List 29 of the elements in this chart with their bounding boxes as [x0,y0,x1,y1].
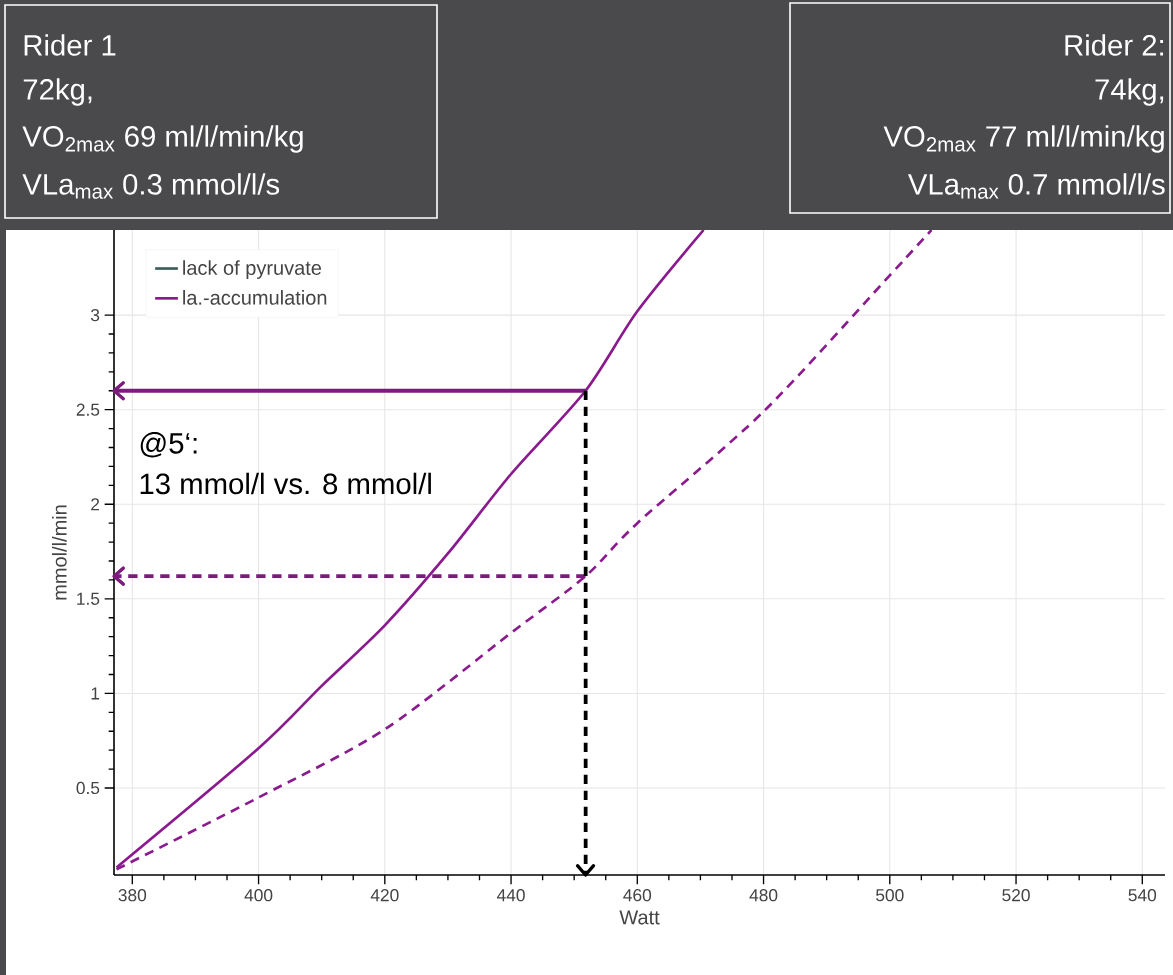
x-tick-label: 460 [623,889,652,902]
x-tick-label: 400 [244,889,273,902]
annotation: 13 mmol/l vs. 8 mmol/l [140,472,431,495]
x-tick-label: 500 [876,889,904,902]
y-tick-label: 2.5 [76,403,100,416]
y-tick-label: 1 [91,687,100,700]
text: 74kg, [1095,78,1164,106]
x-tick-label: 520 [1002,889,1030,902]
y-tick-label: 0.5 [76,781,100,795]
text: VLa$_{max}$ 0.7 mmol/l/s [907,173,1165,199]
x-tick-label: 480 [749,889,778,902]
x-tick-label: 540 [1128,889,1157,902]
text: Rider 2: [1065,34,1164,56]
x-tick-label: 420 [370,889,399,902]
legend-label: la.-accumulation [183,290,327,305]
x-tick-label: 440 [496,889,525,902]
y-tick-label: 3 [90,308,100,322]
text: 72kg, [23,78,92,106]
y-tick-label: 1.5 [77,592,100,605]
text: VO$_{2max}$ 69 ml/l/min/kg [22,125,303,153]
x-axis-title: Watt [619,910,660,925]
legend-label: lack of pyruvate [183,260,322,279]
text: VLa$_{max}$ 0.3 mmol/l/s [22,173,280,199]
y-axis-title: mmol/l/min [52,505,67,600]
annotation: @5‘: [140,432,197,458]
text: VO$_{2max}$ 77 ml/l/min/kg [883,125,1164,153]
y-tick-label: 2 [91,498,100,511]
x-tick-label: 380 [118,889,147,902]
text: Rider 1 [24,34,116,56]
